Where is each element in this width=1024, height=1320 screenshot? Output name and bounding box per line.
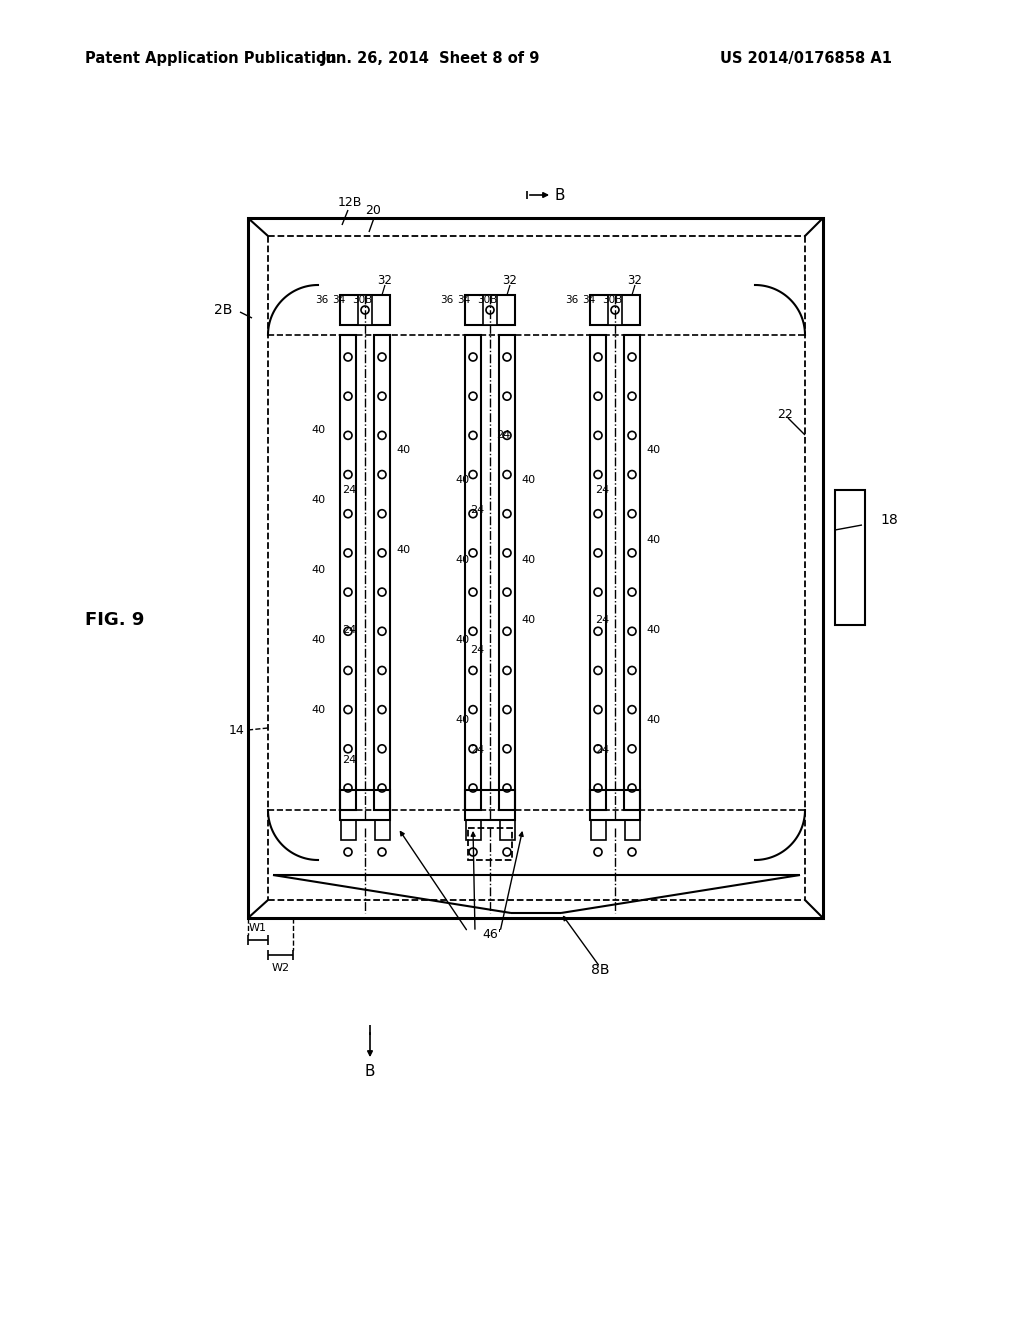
Text: 40: 40 xyxy=(646,715,660,725)
Text: W1: W1 xyxy=(249,923,267,933)
Text: 24: 24 xyxy=(342,755,356,766)
Text: 24: 24 xyxy=(496,430,510,440)
Text: 34: 34 xyxy=(457,294,470,305)
Text: 18: 18 xyxy=(880,513,898,527)
Text: Patent Application Publication: Patent Application Publication xyxy=(85,50,337,66)
Text: 8B: 8B xyxy=(591,964,609,977)
Text: 30B: 30B xyxy=(602,294,622,305)
Text: 24: 24 xyxy=(342,624,356,635)
Bar xyxy=(483,294,497,325)
Text: 34: 34 xyxy=(582,294,595,305)
Text: 24: 24 xyxy=(470,744,484,755)
Bar xyxy=(340,294,390,325)
Text: 24: 24 xyxy=(595,484,609,495)
Text: 40: 40 xyxy=(456,715,470,725)
Text: 14: 14 xyxy=(228,723,244,737)
Text: 20: 20 xyxy=(365,203,381,216)
Text: 40: 40 xyxy=(396,545,411,554)
Text: 36: 36 xyxy=(314,294,328,305)
Text: 40: 40 xyxy=(646,535,660,545)
Text: 22: 22 xyxy=(777,408,793,421)
Text: 24: 24 xyxy=(470,645,484,655)
Text: 40: 40 xyxy=(521,475,536,484)
Bar xyxy=(608,294,622,325)
Bar xyxy=(340,335,356,810)
Text: 24: 24 xyxy=(595,744,609,755)
Text: Jun. 26, 2014  Sheet 8 of 9: Jun. 26, 2014 Sheet 8 of 9 xyxy=(321,50,540,66)
Text: 2B: 2B xyxy=(214,304,232,317)
Text: 40: 40 xyxy=(396,445,411,455)
Bar xyxy=(624,335,640,810)
Text: 40: 40 xyxy=(456,475,470,484)
Text: 36: 36 xyxy=(439,294,453,305)
Text: 46': 46' xyxy=(482,928,502,941)
Text: 40: 40 xyxy=(312,565,326,576)
Bar xyxy=(591,820,606,840)
Bar xyxy=(374,335,390,810)
Bar xyxy=(465,789,515,820)
Bar xyxy=(340,789,390,820)
Text: 40: 40 xyxy=(521,615,536,624)
Bar xyxy=(590,294,640,325)
Text: 40: 40 xyxy=(646,445,660,455)
Text: 36: 36 xyxy=(565,294,578,305)
Bar xyxy=(590,789,640,820)
Text: FIG. 9: FIG. 9 xyxy=(85,611,144,630)
Bar xyxy=(465,335,481,810)
Bar xyxy=(248,218,823,917)
Text: 40: 40 xyxy=(312,635,326,645)
Bar xyxy=(375,820,390,840)
Bar xyxy=(500,820,515,840)
Bar xyxy=(341,820,356,840)
Text: 40: 40 xyxy=(456,635,470,645)
Text: 30B: 30B xyxy=(477,294,497,305)
Bar xyxy=(466,820,481,840)
Text: 32: 32 xyxy=(628,273,642,286)
Text: 30B: 30B xyxy=(352,294,372,305)
Bar xyxy=(499,335,515,810)
Bar xyxy=(625,820,640,840)
Text: 40: 40 xyxy=(456,554,470,565)
Text: 24: 24 xyxy=(470,506,484,515)
Text: US 2014/0176858 A1: US 2014/0176858 A1 xyxy=(720,50,892,66)
Bar xyxy=(835,490,865,624)
Text: B: B xyxy=(365,1064,375,1080)
Bar xyxy=(465,294,515,325)
Bar xyxy=(590,335,606,810)
Text: 40: 40 xyxy=(312,705,326,715)
Text: 40: 40 xyxy=(521,554,536,565)
Bar xyxy=(358,294,372,325)
Text: 40: 40 xyxy=(312,425,326,436)
Text: 24: 24 xyxy=(595,615,609,624)
Bar xyxy=(468,828,512,861)
Text: 34: 34 xyxy=(332,294,345,305)
Text: 40: 40 xyxy=(646,624,660,635)
Text: 32: 32 xyxy=(503,273,517,286)
Text: 12B: 12B xyxy=(338,195,362,209)
Text: 32: 32 xyxy=(378,273,392,286)
Text: 24: 24 xyxy=(342,484,356,495)
Text: W2: W2 xyxy=(271,964,290,973)
Text: B: B xyxy=(555,187,565,202)
Text: 40: 40 xyxy=(312,495,326,506)
